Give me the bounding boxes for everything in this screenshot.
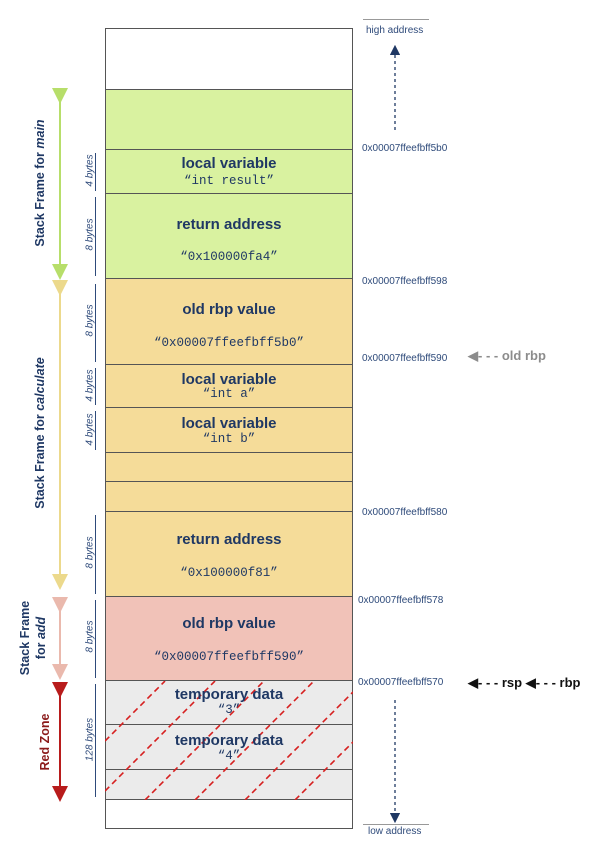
- add-old-rbp-value: “0x00007ffeefbff590”: [153, 650, 305, 664]
- main-local-variable-value: “int result”: [183, 174, 274, 188]
- calculate-local-a-value: “int a”: [202, 387, 256, 401]
- main-local-variable-title: local variable: [181, 155, 277, 172]
- address-570: 0x00007ffeefbff570: [358, 677, 444, 688]
- add-old-rbp-title: old rbp value: [182, 615, 276, 632]
- temporary-data-2-value: “4”: [217, 749, 241, 763]
- empty-bottom-cell: [105, 800, 353, 829]
- old-rbp-pointer: ◀- - - old rbp: [468, 348, 546, 364]
- calculate-old-rbp-cell: [105, 279, 353, 365]
- calculate-local-b-title: local variable: [181, 415, 277, 432]
- add-frame-label-line1: Stack Frame: [18, 600, 32, 676]
- add-frame-label: Stack Frame for add: [17, 593, 49, 683]
- calculate-old-rbp-value: “0x00007ffeefbff5b0”: [153, 336, 305, 350]
- size-bracket-5: [95, 411, 96, 450]
- rbp-arrow-icon: ◀- - -: [525, 675, 556, 690]
- size-bracket-4: [95, 368, 96, 405]
- frame-range-arrows: [52, 88, 68, 802]
- old-rbp-label: old rbp: [501, 348, 546, 363]
- calculate-local-b-value: “int b”: [202, 432, 256, 446]
- size-bracket-6: [95, 515, 96, 594]
- calculate-padding-cell-2: [105, 482, 353, 512]
- size-bracket-1: [95, 153, 96, 191]
- size-bracket-7: [95, 600, 96, 678]
- calculate-local-a-title: local variable: [181, 371, 277, 388]
- main-frame-label-prefix: Stack Frame for: [33, 152, 47, 247]
- rsp-arrow-icon: ◀- - -: [468, 675, 499, 690]
- calculate-old-rbp-title: old rbp value: [182, 301, 276, 318]
- main-return-address-value: “0x100000fa4”: [180, 250, 278, 264]
- low-address-label: low address: [368, 826, 422, 837]
- calculate-local-b-cell: [105, 408, 353, 453]
- red-zone-temp-cell-1: [105, 681, 353, 725]
- add-frame-label-prefix: for: [34, 642, 48, 660]
- calculate-return-address-cell: [105, 512, 353, 597]
- calculate-padding-cell-1: [105, 453, 353, 482]
- empty-top-cell: [105, 28, 353, 90]
- direction-arrows: [389, 44, 401, 824]
- address-580: 0x00007ffeefbff580: [362, 507, 448, 518]
- rsp-rbp-pointer: ◀- - - rsp ◀- - - rbp: [468, 675, 581, 691]
- calculate-frame-label-name: calculate: [33, 357, 47, 411]
- red-zone-label: Red Zone: [38, 713, 52, 771]
- calculate-return-address-title: return address: [176, 531, 282, 548]
- address-598: 0x00007ffeefbff598: [362, 276, 448, 287]
- add-old-rbp-cell: [105, 597, 353, 681]
- calculate-frame-label-prefix: Stack Frame for: [33, 414, 47, 509]
- calculate-return-address-value: “0x100000f81”: [180, 566, 278, 580]
- main-return-address-title: return address: [176, 216, 282, 233]
- old-rbp-arrow-icon: ◀- - -: [468, 348, 499, 363]
- rsp-label: rsp: [501, 675, 523, 690]
- red-zone-cell-3: [105, 770, 353, 800]
- red-zone-hatching: [105, 681, 353, 800]
- main-return-address-cell: [105, 194, 353, 279]
- size-bracket-2: [95, 197, 96, 276]
- rbp-label: rbp: [559, 675, 581, 690]
- main-local-variable-cell: [105, 150, 353, 194]
- temporary-data-2-title: temporary data: [174, 732, 284, 749]
- calculate-local-a-cell: [105, 365, 353, 408]
- high-address-rule: [363, 19, 429, 20]
- main-frame-top-cell: [105, 90, 353, 150]
- temporary-data-1-value: “3”: [217, 703, 241, 717]
- size-bracket-3: [95, 284, 96, 362]
- size-bracket-8: [95, 684, 96, 797]
- address-578: 0x00007ffeefbff578: [358, 595, 444, 606]
- add-frame-label-name: add: [34, 616, 48, 640]
- address-590: 0x00007ffeefbff590: [362, 353, 448, 364]
- main-frame-label-name: main: [33, 119, 47, 149]
- address-5b0: 0x00007ffeefbff5b0: [362, 143, 448, 154]
- main-frame-label: Stack Frame for main: [33, 103, 47, 263]
- high-address-label: high address: [366, 25, 424, 36]
- temporary-data-1-title: temporary data: [174, 686, 284, 703]
- calculate-frame-label: Stack Frame for calculate: [33, 348, 47, 518]
- low-address-rule: [363, 824, 429, 825]
